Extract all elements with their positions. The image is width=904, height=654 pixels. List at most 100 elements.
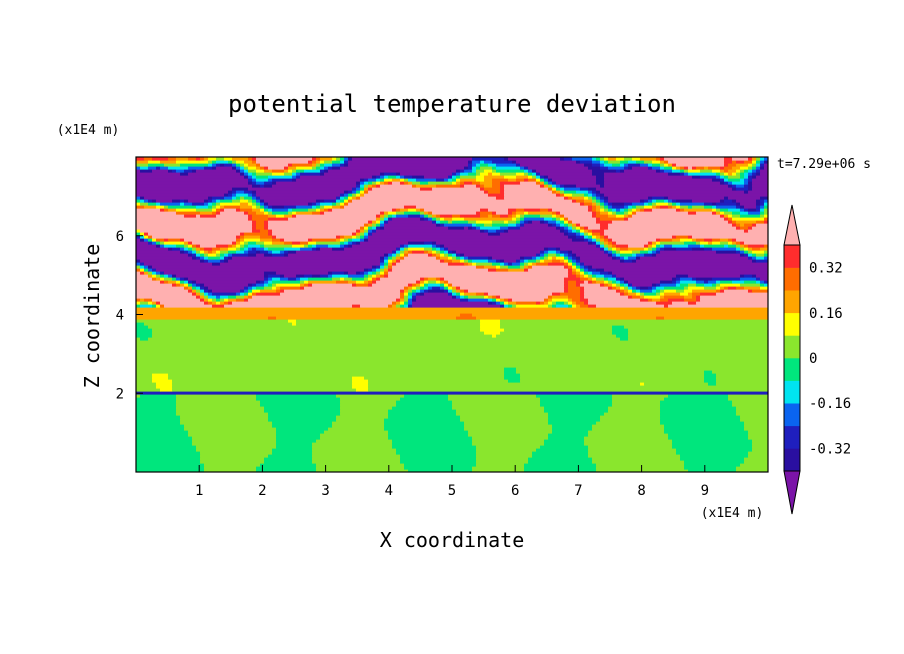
contour-cell — [136, 412, 177, 416]
contour-cell — [552, 187, 557, 191]
x-axis-label: X coordinate — [380, 528, 525, 552]
contour-cell — [272, 277, 281, 281]
contour-cell — [320, 247, 333, 251]
contour-cell — [384, 271, 389, 275]
contour-cell — [300, 175, 373, 179]
contour-cell — [144, 235, 149, 239]
contour-cell — [136, 238, 141, 242]
contour-cell — [256, 199, 261, 203]
contour-cell — [560, 193, 565, 197]
contour-cell — [236, 163, 241, 167]
contour-cell — [252, 289, 261, 293]
contour-cell — [516, 223, 521, 227]
contour-cell — [448, 175, 453, 179]
contour-cell — [164, 271, 265, 275]
contour-cell — [516, 370, 705, 374]
contour-cell — [500, 184, 505, 188]
contour-cell — [724, 166, 733, 170]
contour-cell — [248, 247, 253, 251]
contour-cell — [740, 172, 745, 176]
contour-cell — [648, 241, 653, 245]
contour-cell — [268, 412, 341, 416]
contour-cell — [712, 211, 717, 215]
contour-cell — [356, 280, 365, 284]
contour-cell — [136, 364, 768, 368]
contour-cell — [244, 235, 261, 239]
contour-cell — [588, 235, 593, 239]
contour-cell — [688, 205, 693, 209]
contour-cell — [596, 466, 685, 470]
contour-cell — [332, 202, 337, 206]
contour-cell — [404, 211, 421, 215]
contour-cell — [748, 181, 753, 185]
contour-cell — [584, 265, 589, 269]
contour-cell — [136, 370, 505, 374]
contour-cell — [700, 298, 768, 302]
contour-cell — [264, 253, 273, 257]
contour-cell — [452, 172, 457, 176]
contour-cell — [568, 259, 573, 263]
contour-cell — [252, 223, 257, 227]
contour-cell — [448, 283, 453, 287]
contour-cell — [324, 172, 381, 176]
contour-cell — [660, 403, 733, 407]
contour-cell — [160, 274, 165, 278]
contour-cell — [612, 397, 665, 401]
contour-cell — [732, 241, 737, 245]
contour-cell — [612, 286, 617, 290]
contour-cell — [628, 292, 637, 296]
contour-cell — [428, 277, 437, 281]
contour-cell — [264, 202, 269, 206]
contour-cell — [412, 295, 417, 299]
contour-cell — [640, 199, 645, 203]
contour-cell — [652, 205, 657, 209]
contour-cell — [716, 280, 721, 284]
contour-cell — [136, 469, 205, 472]
contour-cell — [404, 253, 409, 257]
contour-cell — [560, 214, 565, 218]
contour-cell — [556, 193, 561, 197]
contour-cell — [744, 172, 749, 176]
contour-cell — [400, 250, 405, 254]
contour-cell — [384, 211, 389, 215]
contour-cell — [736, 469, 768, 472]
contour-cell — [448, 220, 453, 224]
contour-cell — [460, 181, 465, 185]
contour-cell — [520, 220, 525, 224]
contour-cell — [604, 274, 613, 278]
contour-cell — [720, 178, 725, 182]
contour-cell — [312, 211, 321, 215]
contour-cell — [572, 229, 577, 233]
contour-cell — [188, 250, 193, 254]
contour-cell — [256, 205, 261, 209]
contour-cell — [136, 352, 768, 356]
contour-cell — [544, 439, 585, 443]
contour-cell — [552, 214, 557, 218]
contour-cell — [136, 256, 193, 260]
contour-cell — [348, 280, 357, 284]
contour-cell — [696, 283, 705, 287]
contour-cell — [404, 181, 409, 185]
contour-cell — [648, 202, 653, 206]
contour-cell — [544, 442, 585, 446]
contour-cell — [508, 226, 521, 230]
contour-cell — [628, 328, 768, 332]
contour-cell — [728, 238, 733, 242]
contour-cell — [640, 163, 649, 167]
contour-cell — [268, 208, 273, 212]
contour-cell — [240, 289, 245, 293]
contour-cell — [500, 262, 505, 266]
contour-cell — [380, 181, 385, 185]
colorbar-upper-extension — [783, 204, 801, 246]
contour-cell — [692, 295, 697, 299]
contour-cell — [492, 184, 501, 188]
contour-cell — [312, 202, 317, 206]
contour-cell — [660, 289, 665, 293]
contour-cell — [440, 253, 445, 257]
contour-cell — [696, 277, 713, 281]
contour-cell — [632, 295, 641, 299]
contour-cell — [756, 256, 765, 260]
contour-cell — [764, 280, 768, 284]
contour-cell — [748, 208, 757, 212]
contour-cell — [720, 175, 725, 179]
